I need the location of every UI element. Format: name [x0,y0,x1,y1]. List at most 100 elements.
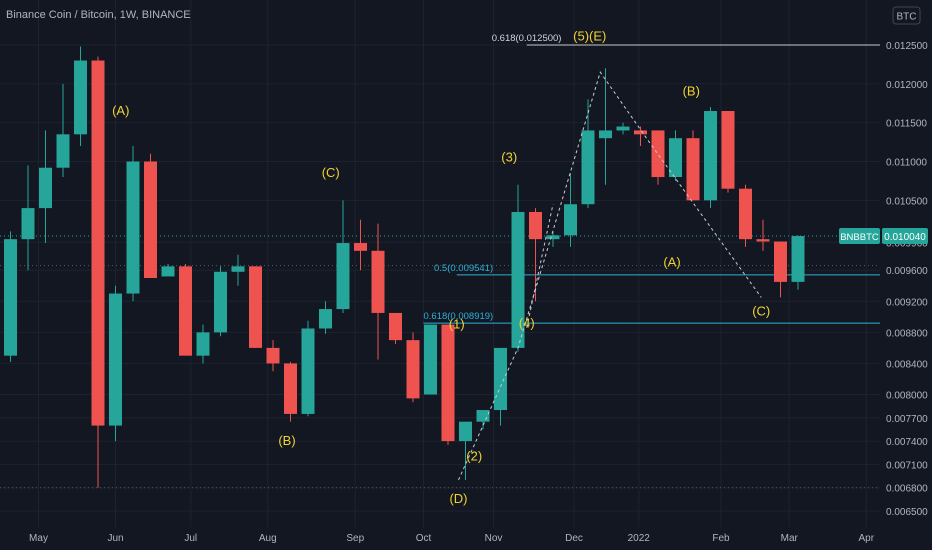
candle-body [301,328,315,414]
x-tick-label: Jun [107,533,123,544]
wave-label: (C) [752,303,770,318]
candle-body [599,130,612,139]
wave-label: (A) [663,254,680,269]
wave-label: (B) [278,433,295,448]
y-tick-label: 0.007400 [886,437,928,448]
candle-body [336,243,350,310]
x-tick-label: May [29,533,48,544]
grid [0,0,880,527]
candle-body [529,211,542,240]
fib-levels: 0.618(0.012500) 0.5(0.009541) 0.618(0.0089… [423,33,880,324]
wave-label: (2) [466,449,482,464]
fib-label: 0.618(0.012500) [492,33,562,44]
y-tick-label: 0.009600 [886,266,928,277]
y-tick-label: 0.009200 [886,297,928,308]
y-tick-label: 0.011000 [886,158,927,169]
candle-body [39,167,52,209]
wave-label: (D) [449,491,467,506]
candle-body [91,60,105,426]
chart-title: Binance Coin / Bitcoin, 1W, BINANCE [6,9,191,21]
wave-label: (B) [683,83,700,98]
candle-body [371,250,385,313]
candle-body [511,211,525,348]
candles [4,46,805,488]
last-price-value: 0.010040 [884,232,926,243]
candle-body [704,111,717,201]
candle-body [214,271,227,333]
x-tick-label: Nov [485,533,503,544]
last-price-symbol-box [839,228,880,245]
candle-body [791,236,805,282]
x-tick-label: Apr [858,533,874,544]
y-tick-label: 0.007700 [886,414,928,425]
wave-label: (4) [519,316,535,331]
candle-body [284,363,297,414]
time-axis[interactable]: May Jun Jul Aug Sep Oct Nov Dec 2022 Feb Mar Apr [29,533,875,544]
candle-body [686,138,700,201]
candle-body [459,421,472,442]
candle-body [756,239,770,242]
candle-body [249,266,262,348]
candle-body [441,324,455,442]
candle-body [721,111,735,189]
candle-body [424,324,437,395]
candle-body [74,60,87,135]
candle-body [616,126,630,131]
candle-body [21,208,35,240]
last-price-marker: BNBBTC 0.010040 [839,228,928,245]
y-tick-label: 0.008400 [886,359,928,370]
currency-button-label: BTC [897,12,917,23]
wave-label: (C) [322,165,340,180]
candle-body [56,134,70,168]
candle-body [179,266,192,356]
wave-labels: (A) (B) (C) (1) (2) (D) (3) (4) (5)(E) (B) (A) (C) [112,28,770,506]
candle-body [196,332,210,356]
y-tick-label: 0.010500 [886,196,928,207]
candle-body [266,347,280,364]
wave-paths [458,71,762,481]
candle-body [581,130,595,205]
currency-button[interactable]: BTC [892,6,921,25]
y-tick-label: 0.012000 [886,80,928,91]
fib-label: 0.5(0.009541) [434,263,493,274]
x-tick-label: Feb [712,533,730,544]
candle-body [354,243,367,251]
y-tick-label: 0.008800 [886,328,928,339]
wave-label: (3) [501,150,517,165]
candle-body [476,410,490,422]
x-tick-label: Sep [346,533,364,544]
candle-body [126,161,140,294]
last-price-symbol: BNBBTC [840,232,879,243]
candle-body [406,340,420,399]
x-tick-label: Jul [184,533,197,544]
y-tick-label: 0.012500 [886,41,928,52]
x-tick-label: 2022 [628,533,651,544]
x-tick-label: Aug [259,533,277,544]
candle-body [4,239,17,356]
candle-body [651,130,665,178]
y-tick-label: 0.007100 [886,460,928,471]
candle-body [634,130,647,135]
y-tick-label: 0.011500 [886,119,927,130]
candle-body [161,266,175,277]
x-tick-label: Mar [781,533,799,544]
x-tick-label: Oct [416,533,432,544]
wave-label: (A) [112,103,129,118]
fib-label: 0.618(0.008919) [424,311,494,322]
candle-body [564,204,577,236]
candle-body [739,188,752,240]
x-tick-label: Dec [565,533,583,544]
last-price-value-box [882,228,928,245]
wave-label: (1) [449,316,465,331]
y-tick-label: 0.008000 [886,391,928,402]
y-tick-label: 0.006500 [886,507,928,518]
candle-body [389,312,402,341]
candle-body [231,266,245,272]
y-tick-label: 0.006800 [886,484,928,495]
candle-body [319,309,332,329]
candle-body [109,293,122,426]
candle-body [546,235,560,240]
candle-body [494,347,507,411]
